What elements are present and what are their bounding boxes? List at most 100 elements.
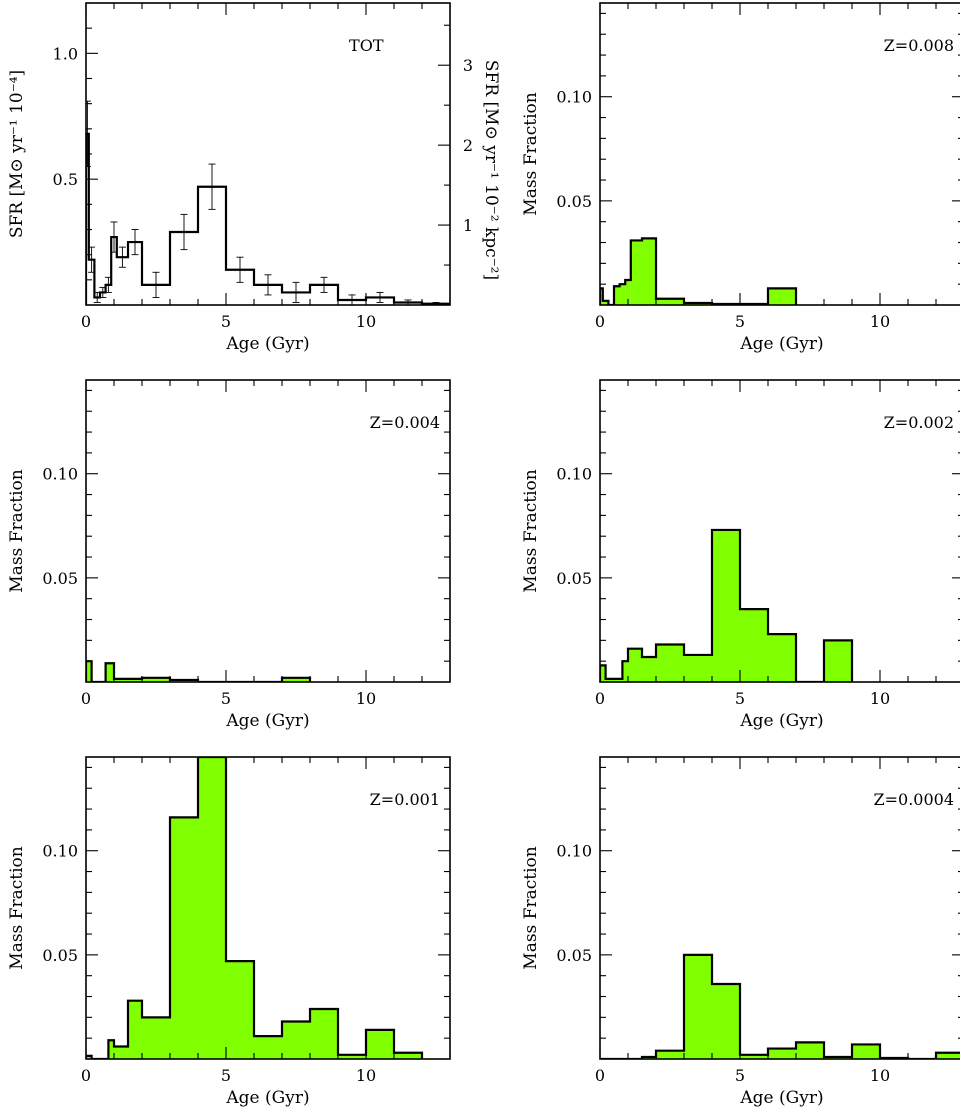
histogram-bar [712,529,740,682]
x-axis: 0 5 10 Age (Gyr) [81,757,451,1108]
histogram-bar [630,240,642,305]
plot-area [86,100,450,305]
error-bar [118,246,126,268]
panel-label: Z=0.002 [884,413,954,432]
error-bar [236,256,244,283]
error-bar [208,163,216,210]
panel-label: TOT [349,36,384,55]
histogram-bar [656,644,684,682]
plot-area [600,528,854,682]
histogram-bar [740,609,768,682]
histogram-bar [128,1000,142,1059]
y-tick-label: 0.10 [42,465,78,484]
x-tick-label: 5 [735,312,745,331]
y-tick-label: 1.0 [53,44,78,63]
histogram-bar [198,757,226,1059]
histogram-bar [114,678,142,682]
y-axis: 0.05 0.10 Mass Fraction [521,389,960,662]
y-axis-title: Mass Fraction [521,469,541,592]
panel-label: Z=0.008 [884,36,954,55]
x-tick-label: 10 [870,312,890,331]
histogram-bar [394,1052,422,1059]
histogram-bar [602,300,609,305]
y-axis-title: Mass Fraction [7,469,27,592]
histogram-bar [628,648,642,682]
x-axis-title: Age (Gyr) [739,1088,823,1108]
histogram-bar [226,961,254,1059]
error-bar [348,294,356,305]
histogram-bar [86,661,92,682]
panel-z0004: 0 5 10 Age (Gyr) 0.05 0.10 Mass Fraction Z=0.00… [7,379,451,731]
histogram-bar [768,288,796,305]
error-bar [292,281,300,303]
x-tick-label: 10 [356,312,376,331]
histogram-bar [338,1054,366,1059]
histogram-bar [366,1029,394,1059]
panel-TOT: 0 5 10 Age (Gyr) 0.5 1.0 SFR [M⊙ yr⁻¹ 10⁻⁴] 1 2 3… [7,2,501,354]
error-bar [320,276,328,293]
histogram-bar [600,665,606,682]
histogram-bar [625,280,631,305]
x-axis-title: Age (Gyr) [225,1088,309,1108]
x-axis-title: Age (Gyr) [225,711,309,731]
plot-area [600,953,960,1059]
histogram-bar [622,661,628,682]
x-tick-label: 5 [221,689,231,708]
y-tick-label: 0.05 [556,946,592,965]
error-bar [376,291,384,303]
x-tick-label: 0 [81,312,91,331]
histogram-bar [170,817,198,1059]
plot-area [86,757,424,1059]
panel-z0002: 0 5 10 Age (Gyr) 0.05 0.10 Mass Fraction Z=0.00… [521,379,960,731]
histogram-bar [600,288,603,305]
x-tick-label: 10 [356,689,376,708]
x-tick-label: 0 [81,1066,91,1085]
histogram-bar [86,1055,92,1059]
y-axis-title: Mass Fraction [521,92,541,215]
x-tick-label: 10 [870,1066,890,1085]
histogram-bar [642,238,656,305]
histogram-bar [642,657,656,682]
x-tick-label: 5 [221,312,231,331]
y-axis-right: 1 2 3 SFR [M⊙ yr⁻¹ 10⁻² kpc⁻²] [438,24,501,280]
x-tick-label: 5 [735,689,745,708]
x-axis-title: Age (Gyr) [739,334,823,354]
x-tick-label: 5 [735,1066,745,1085]
plot-frame [85,379,451,683]
error-bar [404,299,412,305]
y-axis: 0.05 0.10 Mass Fraction [521,766,960,1039]
histogram-bar [282,677,310,682]
y-tick-label: 0.10 [42,842,78,861]
panel-z00004: 0 5 10 Age (Gyr) 0.05 0.10 Mass Fraction Z=0.00… [521,756,960,1108]
y-axis: 0.05 0.10 Mass Fraction [7,766,450,1039]
histogram-bar [310,1009,338,1059]
histogram-bar [852,1044,880,1059]
y-axis-title: Mass Fraction [521,846,541,969]
plot-frame [599,379,960,683]
panel-z0008: 0 5 10 Age (Gyr) 0.05 0.10 Mass Fraction Z=0.00… [521,2,960,354]
histogram-bar [740,1054,768,1059]
histogram-bar [105,663,114,682]
x-tick-label: 0 [595,1066,605,1085]
histogram-bar [108,1040,114,1059]
histogram-bar [605,678,623,682]
error-bar [88,246,96,273]
y-axis-title: SFR [M⊙ yr⁻¹ 10⁻⁴] [7,70,27,238]
error-bar [99,286,107,298]
error-bar [264,274,272,296]
plot-frame [599,756,960,1060]
x-tick-label: 0 [81,689,91,708]
plot-frame [85,756,451,1060]
error-bar [131,229,139,256]
histogram-bar [619,284,626,305]
y-tick-label: 0.05 [42,569,78,588]
histogram-bar [684,954,712,1059]
histogram-bar [656,1050,684,1059]
histogram-outline [86,757,424,1059]
y-axis-title: Mass Fraction [7,846,27,969]
histogram-bar [656,298,684,305]
x-tick-label: 0 [595,312,605,331]
error-bar [110,221,118,253]
histogram-bar [142,677,170,682]
